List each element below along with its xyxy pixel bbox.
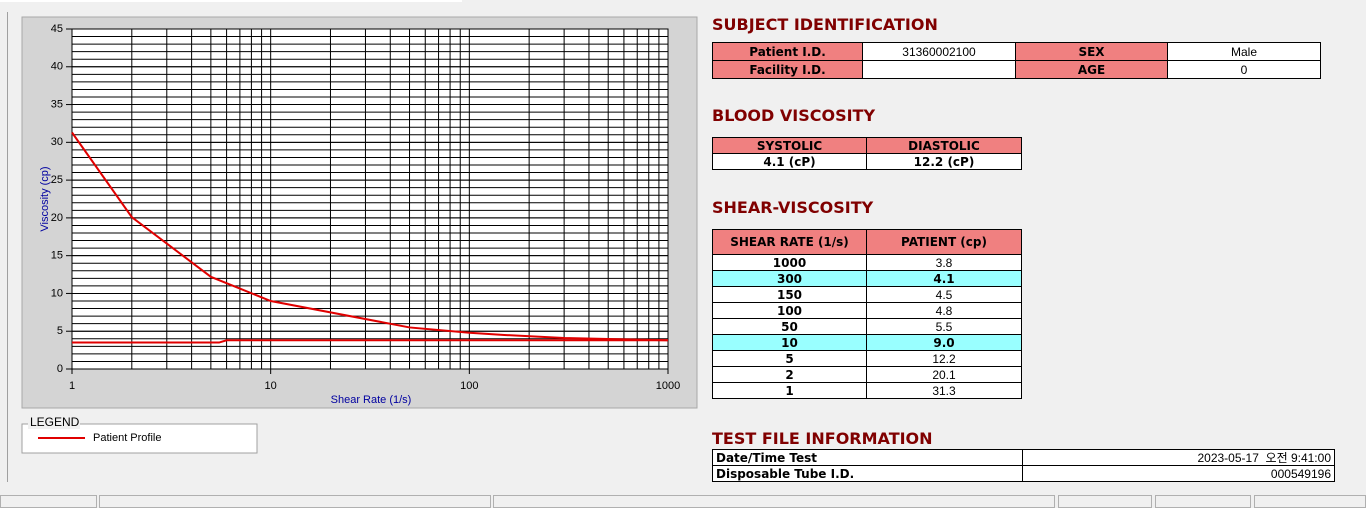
- value-cell: 0: [1167, 60, 1321, 79]
- panel-edge: [7, 12, 8, 482]
- label-cell: Date/Time Test: [712, 449, 1023, 466]
- patient-cell: 20.1: [866, 366, 1022, 383]
- shear-rate-cell: 5: [712, 350, 867, 367]
- patient-cell: 4.1: [866, 270, 1022, 287]
- table-row: 2 20.1: [712, 366, 1022, 383]
- label-cell: Patient I.D.: [712, 42, 863, 61]
- shear-rate-cell: 150: [712, 286, 867, 303]
- y-tick-label: 10: [51, 287, 63, 299]
- patient-cell: 12.2: [866, 350, 1022, 367]
- status-cell: [0, 495, 97, 508]
- top-edge: [0, 0, 462, 2]
- table-row: Facility I.D. AGE 0: [712, 60, 1321, 79]
- header-cell: SYSTOLIC: [712, 137, 867, 154]
- table-row: 100 4.8: [712, 302, 1022, 319]
- table-row: 50 5.5: [712, 318, 1022, 335]
- table-row: 10 9.0: [712, 334, 1022, 351]
- section-title: TEST FILE INFORMATION: [712, 429, 933, 448]
- header-cell: PATIENT (cp): [866, 229, 1022, 255]
- x-tick-label: 10: [265, 380, 277, 392]
- patient-cell: 4.8: [866, 302, 1022, 319]
- table-row: Date/Time Test 2023-05-17 오전 9:41:00: [712, 449, 1335, 466]
- test-file-table: Date/Time Test 2023-05-17 오전 9:41:00 Dispo…: [712, 449, 1335, 482]
- shear-rate-cell: 1: [712, 382, 867, 399]
- status-cell: [1058, 495, 1152, 508]
- data-line: [71, 131, 669, 342]
- patient-cell: 9.0: [866, 334, 1022, 351]
- subject-table: Patient I.D. 31360002100 SEX Male Facility I…: [712, 42, 1321, 79]
- y-tick-label: 35: [51, 98, 63, 110]
- header-row: SYSTOLIC DIASTOLIC: [712, 137, 1022, 154]
- plot-border: [71, 28, 669, 370]
- table-row: Disposable Tube I.D. 000549196: [712, 465, 1335, 482]
- value-cell: Male: [1167, 42, 1321, 61]
- legend-label: Patient Profile: [93, 432, 161, 444]
- shear-rate-cell: 10: [712, 334, 867, 351]
- y-axis-label: Viscosity (cp): [39, 166, 51, 231]
- legend-title: LEGEND: [30, 415, 80, 429]
- status-cell: [1254, 495, 1366, 508]
- table-row: 1 31.3: [712, 382, 1022, 399]
- y-tick-label: 5: [57, 325, 63, 337]
- blood-viscosity-table: SYSTOLIC DIASTOLIC 4.1 (cP) 12.2 (cP): [712, 137, 1022, 170]
- shear-rate-cell: 100: [712, 302, 867, 319]
- patient-cell: 31.3: [866, 382, 1022, 399]
- table-row: Patient I.D. 31360002100 SEX Male: [712, 42, 1321, 61]
- section-title: BLOOD VISCOSITY: [712, 106, 876, 125]
- y-tick-label: 15: [51, 250, 63, 262]
- label-cell: Disposable Tube I.D.: [712, 465, 1023, 482]
- status-cell: [1155, 495, 1251, 508]
- header-cell: SHEAR RATE (1/s): [712, 229, 867, 255]
- x-axis-label: Shear Rate (1/s): [331, 394, 412, 406]
- shear-rate-cell: 1000: [712, 254, 867, 271]
- y-tick-label: 25: [51, 174, 63, 186]
- header-cell: DIASTOLIC: [866, 137, 1022, 154]
- status-cell: [493, 495, 1055, 508]
- y-tick-label: 20: [51, 212, 63, 224]
- label-cell: AGE: [1015, 60, 1168, 79]
- y-tick-label: 45: [51, 23, 63, 35]
- x-tick-label: 1000: [656, 380, 680, 392]
- value-row: 4.1 (cP) 12.2 (cP): [712, 153, 1022, 170]
- y-tick-label: 30: [51, 136, 63, 148]
- header-row: SHEAR RATE (1/s) PATIENT (cp): [712, 229, 1022, 255]
- legend-title-bg: [28, 417, 80, 429]
- value-cell: [862, 60, 1016, 79]
- shear-rate-cell: 50: [712, 318, 867, 335]
- table-row: 300 4.1: [712, 270, 1022, 287]
- x-tick-label: 100: [460, 380, 478, 392]
- plot-area: [72, 29, 668, 369]
- patient-cell: 4.5: [866, 286, 1022, 303]
- table-row: 5 12.2: [712, 350, 1022, 367]
- chart: Shear Rate (1/s) Viscosity (cp) LEGEND 0…: [21, 16, 698, 454]
- y-tick-label: 0: [57, 363, 63, 375]
- shear-viscosity-table: SHEAR RATE (1/s) PATIENT (cp) 1000 3.8 300 4.…: [712, 229, 1022, 399]
- value-cell: 2023-05-17 오전 9:41:00: [1022, 449, 1335, 466]
- status-cell: [99, 495, 491, 508]
- value-cell: 4.1 (cP): [712, 153, 867, 170]
- value-cell: 31360002100: [862, 42, 1016, 61]
- value-cell: 000549196: [1022, 465, 1335, 482]
- label-cell: Facility I.D.: [712, 60, 863, 79]
- patient-cell: 5.5: [866, 318, 1022, 335]
- table-row: 1000 3.8: [712, 254, 1022, 271]
- data-line: [72, 339, 668, 344]
- section-title: SUBJECT IDENTIFICATION: [712, 15, 938, 34]
- shear-rate-cell: 2: [712, 366, 867, 383]
- label-cell: SEX: [1015, 42, 1168, 61]
- y-tick-label: 40: [51, 61, 63, 73]
- section-title: SHEAR-VISCOSITY: [712, 198, 874, 217]
- patient-cell: 3.8: [866, 254, 1022, 271]
- x-tick-label: 1: [69, 380, 75, 392]
- table-row: 150 4.5: [712, 286, 1022, 303]
- shear-rate-cell: 300: [712, 270, 867, 287]
- value-cell: 12.2 (cP): [866, 153, 1022, 170]
